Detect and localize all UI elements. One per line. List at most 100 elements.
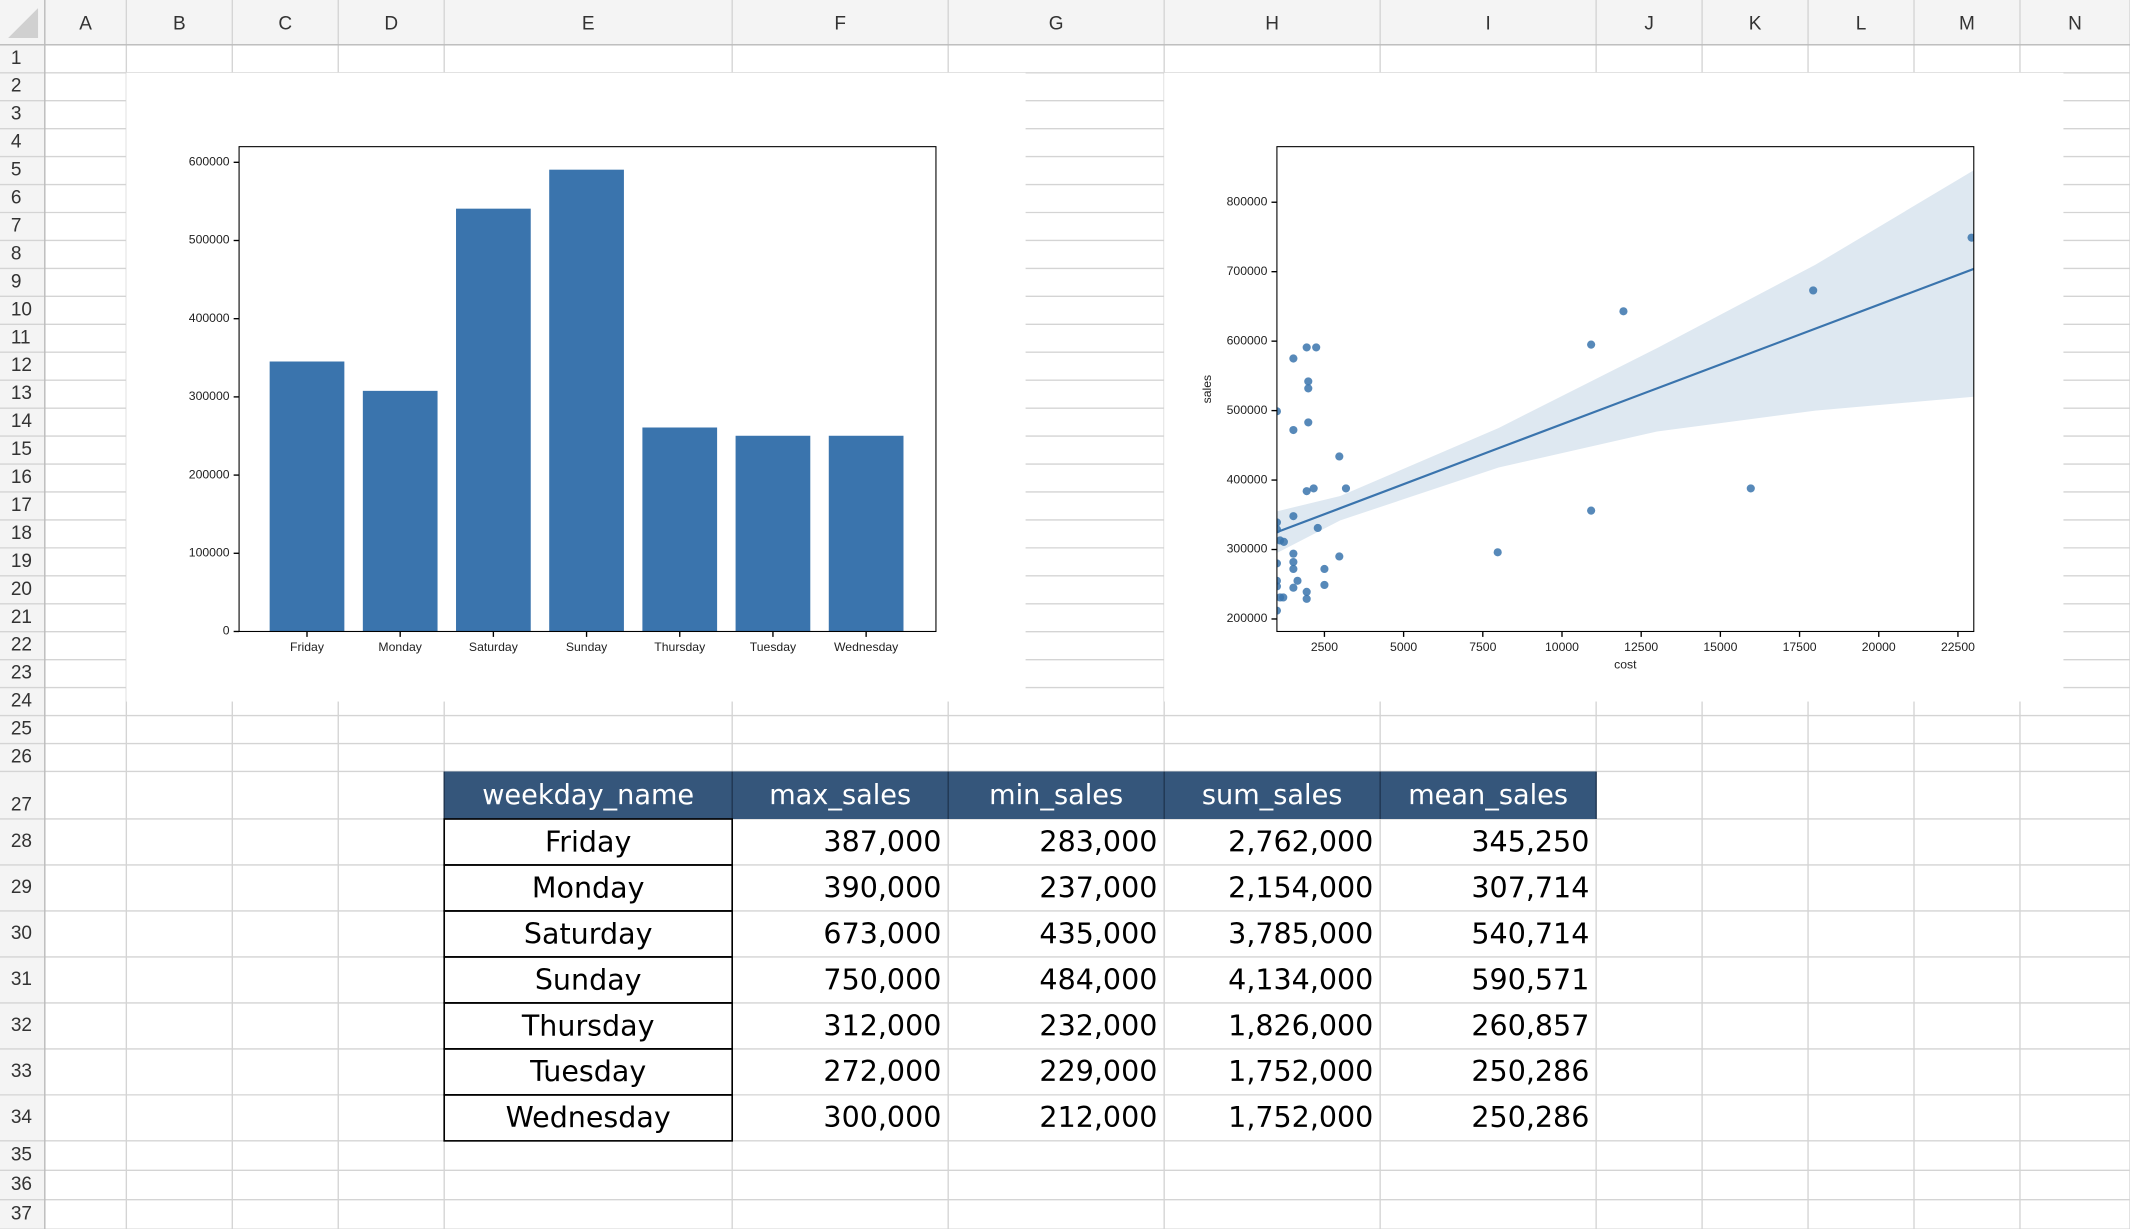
x-tick-label: Thursday	[654, 640, 706, 654]
table-header-cell: sum_sales	[1202, 780, 1343, 811]
bar	[735, 435, 811, 632]
y-tick-label: 500000	[189, 233, 230, 247]
regression-line	[1276, 267, 1974, 534]
row-header: 30	[11, 923, 32, 944]
scatter-point	[1276, 525, 1281, 534]
row-header: 11	[11, 327, 31, 348]
table-cell: 1,752,000	[1228, 1055, 1373, 1088]
row-header: 26	[11, 747, 32, 768]
plot-frame	[238, 146, 937, 633]
corner-triangle	[8, 8, 39, 39]
row-header: 1	[11, 48, 22, 69]
y-tick-label: 400000	[189, 311, 230, 325]
column-header: E	[582, 13, 595, 34]
scatter-point	[1320, 580, 1329, 590]
y-tick-label: 100000	[189, 546, 230, 560]
scatter-point	[1304, 418, 1313, 427]
table-cell: 312,000	[823, 1009, 941, 1042]
row-header: 28	[11, 831, 32, 852]
row-header: 16	[11, 467, 32, 488]
table-header-cell: max_sales	[769, 780, 911, 811]
scatter-point	[1587, 506, 1596, 515]
row-header: 12	[11, 355, 32, 376]
table-header-cell: weekday_name	[482, 780, 694, 811]
scatter-point	[1302, 487, 1311, 496]
y-tick-label: 500000	[1227, 403, 1268, 417]
table-header-cell: min_sales	[989, 780, 1123, 811]
row-header: 22	[11, 635, 32, 656]
row-header: 17	[11, 495, 32, 516]
row-header: 27	[11, 794, 32, 815]
scatter-point	[1289, 583, 1298, 592]
scatter-point	[1809, 286, 1818, 295]
y-tick-label: 600000	[1227, 333, 1268, 347]
column-header: C	[278, 13, 292, 34]
scatter-point	[1302, 594, 1311, 603]
bar	[549, 169, 624, 632]
table-cell: 272,000	[823, 1055, 941, 1088]
row-header: 14	[11, 411, 33, 432]
row-header: 24	[11, 691, 33, 712]
row-header: 23	[11, 663, 32, 684]
column-header: F	[834, 13, 846, 34]
table-cell: 673,000	[823, 917, 941, 950]
scatter-point	[1967, 233, 1974, 242]
scatter-point	[1619, 307, 1628, 316]
row-header: 10	[11, 299, 32, 320]
scatter-point	[1293, 576, 1302, 585]
scatter-point	[1587, 340, 1596, 349]
table-header-background	[444, 771, 1597, 819]
row-header: 33	[11, 1061, 32, 1082]
confidence-band	[1276, 170, 1974, 553]
row-header: 8	[11, 243, 22, 264]
table-cell: 435,000	[1039, 917, 1157, 950]
table-cell: Friday	[545, 825, 632, 858]
bar	[828, 435, 904, 632]
bar	[362, 390, 438, 632]
column-header: M	[1959, 13, 1975, 34]
row-header: 18	[11, 523, 32, 544]
x-tick-label: 7500	[1469, 640, 1496, 654]
scatter-point	[1493, 548, 1502, 557]
column-header: K	[1749, 13, 1762, 34]
bar	[642, 427, 718, 632]
scatter-point	[1341, 484, 1351, 493]
row-header: 9	[11, 271, 22, 292]
row-header: 3	[11, 104, 22, 125]
row-header: 31	[11, 969, 32, 990]
row-header: 5	[11, 160, 22, 181]
table-cell: Tuesday	[529, 1055, 646, 1088]
column-header-bar	[0, 0, 2130, 45]
table-cell: 1,752,000	[1228, 1101, 1373, 1134]
x-tick-label: 5000	[1390, 640, 1417, 654]
x-tick-label: Wednesday	[834, 640, 899, 654]
table-cell: 250,286	[1471, 1055, 1589, 1088]
row-header: 13	[11, 383, 32, 404]
table-cell: 307,714	[1471, 871, 1589, 904]
scatter-point	[1304, 377, 1313, 386]
table-cell: Thursday	[521, 1009, 655, 1042]
table-cell: 4,134,000	[1228, 963, 1373, 996]
table-cell: 232,000	[1039, 1009, 1157, 1042]
table-cell: 540,714	[1471, 917, 1589, 950]
row-header: 34	[11, 1107, 33, 1128]
scatter-point	[1302, 343, 1311, 352]
row-header-bar	[0, 0, 45, 1229]
row-header: 36	[11, 1174, 32, 1195]
column-header: J	[1644, 13, 1654, 34]
table-cell: Monday	[532, 871, 645, 904]
y-tick-label: 400000	[1227, 472, 1268, 486]
table-cell: 1,826,000	[1228, 1009, 1373, 1042]
scatter-point	[1320, 564, 1329, 574]
table-cell: 212,000	[1039, 1101, 1157, 1134]
row-header: 32	[11, 1015, 32, 1036]
y-tick-label: 200000	[189, 467, 230, 481]
row-header: 20	[11, 579, 32, 600]
row-header: 15	[11, 439, 32, 460]
column-header: H	[1265, 13, 1279, 34]
row-header: 2	[11, 76, 22, 97]
table-cell: 229,000	[1039, 1055, 1157, 1088]
